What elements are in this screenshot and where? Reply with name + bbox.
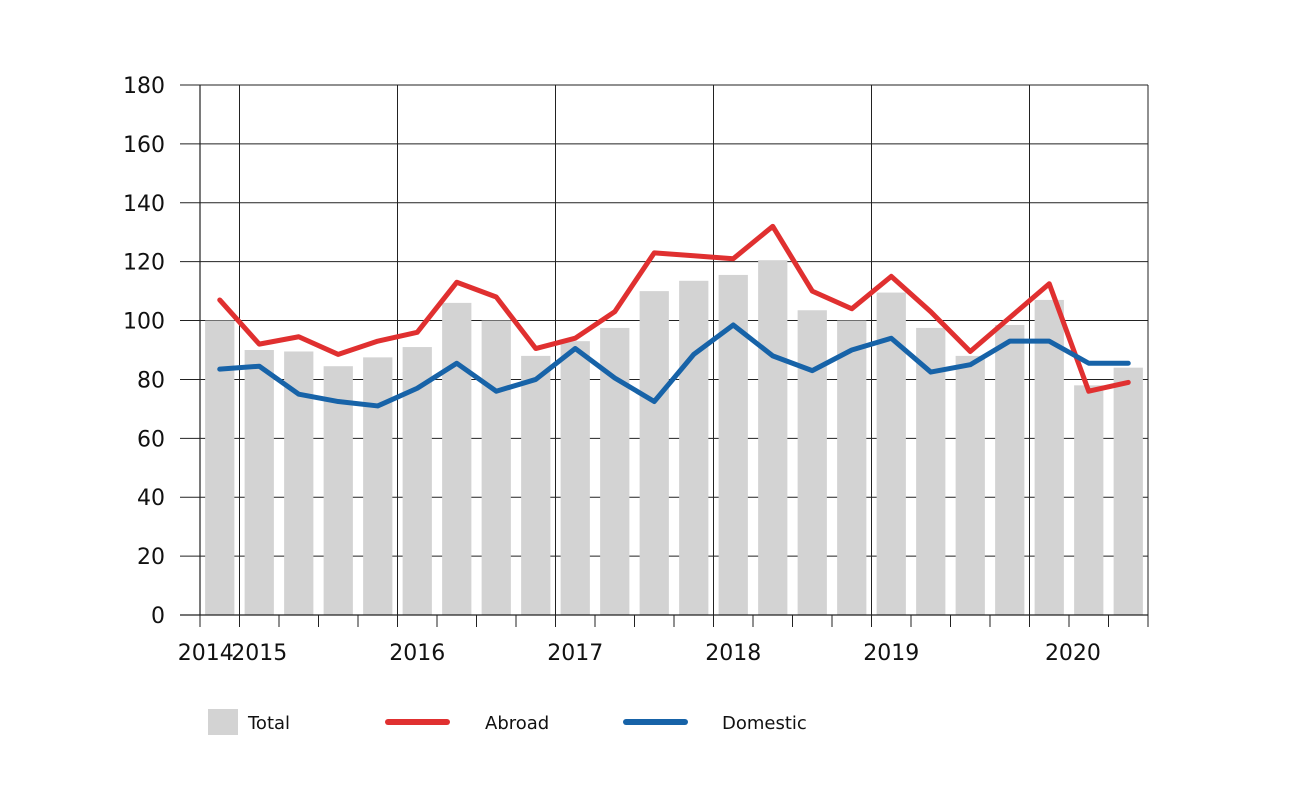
bar-total-8	[521, 355, 551, 615]
bar-total-23	[1113, 367, 1143, 615]
legend-label-abroad: Abroad	[485, 713, 549, 734]
x-tick-label-2018: 2018	[705, 641, 761, 666]
y-tick-label-100: 100	[123, 310, 165, 335]
y-tick-labels: 0 20 40 60 80 100 120 140 160 180	[123, 74, 165, 629]
y-tick-label-20: 20	[137, 545, 165, 570]
x-tick-label-2019: 2019	[863, 641, 919, 666]
bar-total-2	[284, 351, 314, 615]
bar-total-16	[837, 320, 867, 615]
bar-total-15	[797, 310, 827, 615]
y-tick-label-140: 140	[123, 192, 165, 217]
bar-total-11	[639, 291, 669, 615]
bar-total-20	[995, 324, 1025, 615]
bar-total-14	[758, 260, 788, 615]
bar-total-1	[244, 350, 274, 615]
bar-total-12	[679, 280, 709, 615]
bar-total-22	[1074, 385, 1104, 615]
x-tick-label-2017: 2017	[547, 641, 603, 666]
bar-total-6	[442, 302, 472, 615]
bar-total-18	[916, 327, 946, 615]
legend: Total Abroad Domestic	[208, 709, 807, 735]
legend-label-total: Total	[247, 713, 290, 734]
series-lines	[217, 223, 1131, 409]
bar-total-19	[955, 355, 985, 615]
x-tick-label-2020: 2020	[1045, 641, 1101, 666]
bar-total-0	[205, 320, 235, 615]
line-domestic	[217, 322, 1131, 409]
bar-total-9	[560, 341, 590, 615]
bar-total-7	[481, 320, 511, 615]
axes	[180, 85, 1149, 627]
legend-swatch-total	[208, 709, 238, 735]
x-tick-label-2016: 2016	[389, 641, 445, 666]
total-bars	[205, 260, 1143, 615]
line-abroad	[217, 223, 1131, 394]
legend-label-domestic: Domestic	[722, 713, 807, 734]
y-tick-label-120: 120	[123, 251, 165, 276]
y-tick-label-0: 0	[151, 604, 165, 629]
bar-total-21	[1034, 299, 1064, 615]
y-tick-label-180: 180	[123, 74, 165, 99]
y-tick-label-60: 60	[137, 427, 165, 452]
x-tick-label-2015: 2015	[231, 641, 287, 666]
y-tick-label-80: 80	[137, 368, 165, 393]
y-tick-label-160: 160	[123, 133, 165, 158]
bar-total-3	[323, 366, 353, 615]
bar-total-4	[363, 357, 393, 615]
vertical-gridlines	[239, 85, 1149, 627]
x-tick-label-2014: 2014	[178, 641, 234, 666]
y-tick-label-40: 40	[137, 486, 165, 511]
